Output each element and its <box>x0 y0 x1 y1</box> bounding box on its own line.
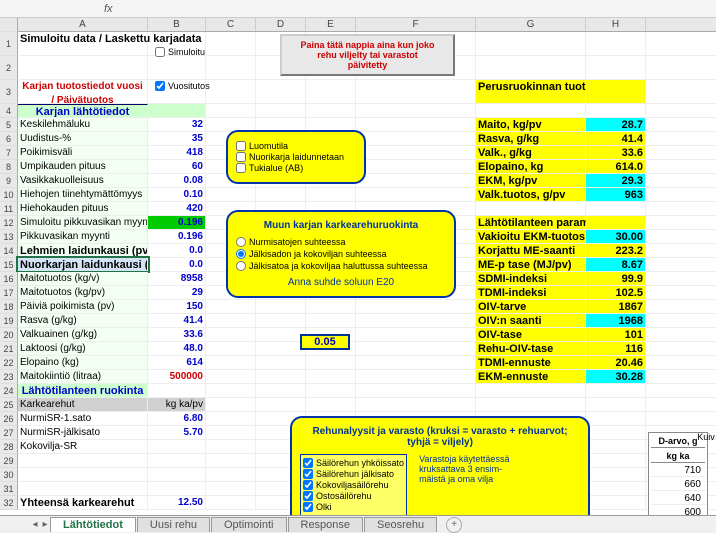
col-header-f[interactable]: F <box>356 18 476 31</box>
tab-nav-first[interactable]: ◂ <box>30 519 40 530</box>
col-header-g[interactable]: G <box>476 18 586 31</box>
sheet-tab[interactable]: Lähtötiedot <box>50 517 136 532</box>
kuiv-header: Kuiv <box>696 432 716 442</box>
fx-label: fx <box>104 3 113 15</box>
varasto-check[interactable]: Olki <box>303 502 404 512</box>
rehuvarasto-title: Rehunalyysit ja varasto (kruksi = varast… <box>300 426 580 448</box>
karkearehu-title: Muun karjan karkearehuruokinta <box>236 220 446 231</box>
sheet-tab[interactable]: Response <box>288 517 364 532</box>
sheet-tabs: ◂ ▸ LähtötiedotUusi rehuOptimointiRespon… <box>0 515 716 533</box>
col-header-h[interactable]: H <box>586 18 646 31</box>
sheet-tab[interactable]: Optimointi <box>211 517 287 532</box>
col-header-c[interactable]: C <box>206 18 256 31</box>
varasto-check[interactable]: Ostosäilörehu <box>303 491 404 501</box>
sheet-tab[interactable]: Seosrehu <box>364 517 437 532</box>
sheet-tab[interactable]: Uusi rehu <box>137 517 210 532</box>
col-header-e[interactable]: E <box>306 18 356 31</box>
luomu-box: LuomutilaNuorikarja laidunnetaanTukialue… <box>226 130 366 184</box>
ratio-radio[interactable]: Jälkisatoa ja kokoviljaa haluttussa suht… <box>236 261 446 271</box>
varasto-check[interactable]: Kokoviljasäilörehu <box>303 480 404 490</box>
col-header-b[interactable]: B <box>148 18 206 31</box>
karkearehu-box: Muun karjan karkearehuruokinta Nurmisato… <box>226 210 456 298</box>
luomu-check[interactable]: Luomutila <box>236 141 356 151</box>
col-header-a[interactable]: A <box>18 18 148 31</box>
column-headers: A B C D E F G H <box>0 18 716 32</box>
col-header-d[interactable]: D <box>256 18 306 31</box>
add-sheet-button[interactable]: + <box>446 517 462 533</box>
rehuvarasto-box: Rehunalyysit ja varasto (kruksi = varast… <box>290 416 590 515</box>
sim-checkbox-group: Simuloitu <box>155 46 205 58</box>
update-feed-button[interactable]: Paina tätä nappia aina kun joko rehu vil… <box>280 34 455 76</box>
ratio-cell[interactable]: 0.05 <box>300 334 350 348</box>
d-arvo-table: D-arvo, g kg ka 710660640600460 <box>648 432 708 515</box>
ratio-radio[interactable]: Jälkisadon ja kokoviljan suhteessa <box>236 249 446 259</box>
sheet-area: A B C D E F G H 1Simuloitu data / Lasket… <box>0 18 716 515</box>
varasto-check[interactable]: Säilörehun jälkisato <box>303 469 404 479</box>
tab-nav-prev[interactable]: ▸ <box>40 519 50 530</box>
ratio-radio[interactable]: Nurmisatojen suhteessa <box>236 237 446 247</box>
vuosi-checkbox-group: Vuositutos <box>155 80 210 92</box>
varasto-check[interactable]: Säilörehun yhköissato <box>303 458 404 468</box>
simuloitu-checkbox[interactable]: Simuloitu <box>155 47 205 57</box>
luomu-check[interactable]: Nuorikarja laidunnetaan <box>236 152 356 162</box>
formula-bar: fx <box>0 0 716 18</box>
luomu-check[interactable]: Tukialue (AB) <box>236 163 356 173</box>
ratio-label: Anna suhde soluun E20 <box>236 277 446 288</box>
vuositutos-checkbox[interactable]: Vuositutos <box>155 81 210 91</box>
